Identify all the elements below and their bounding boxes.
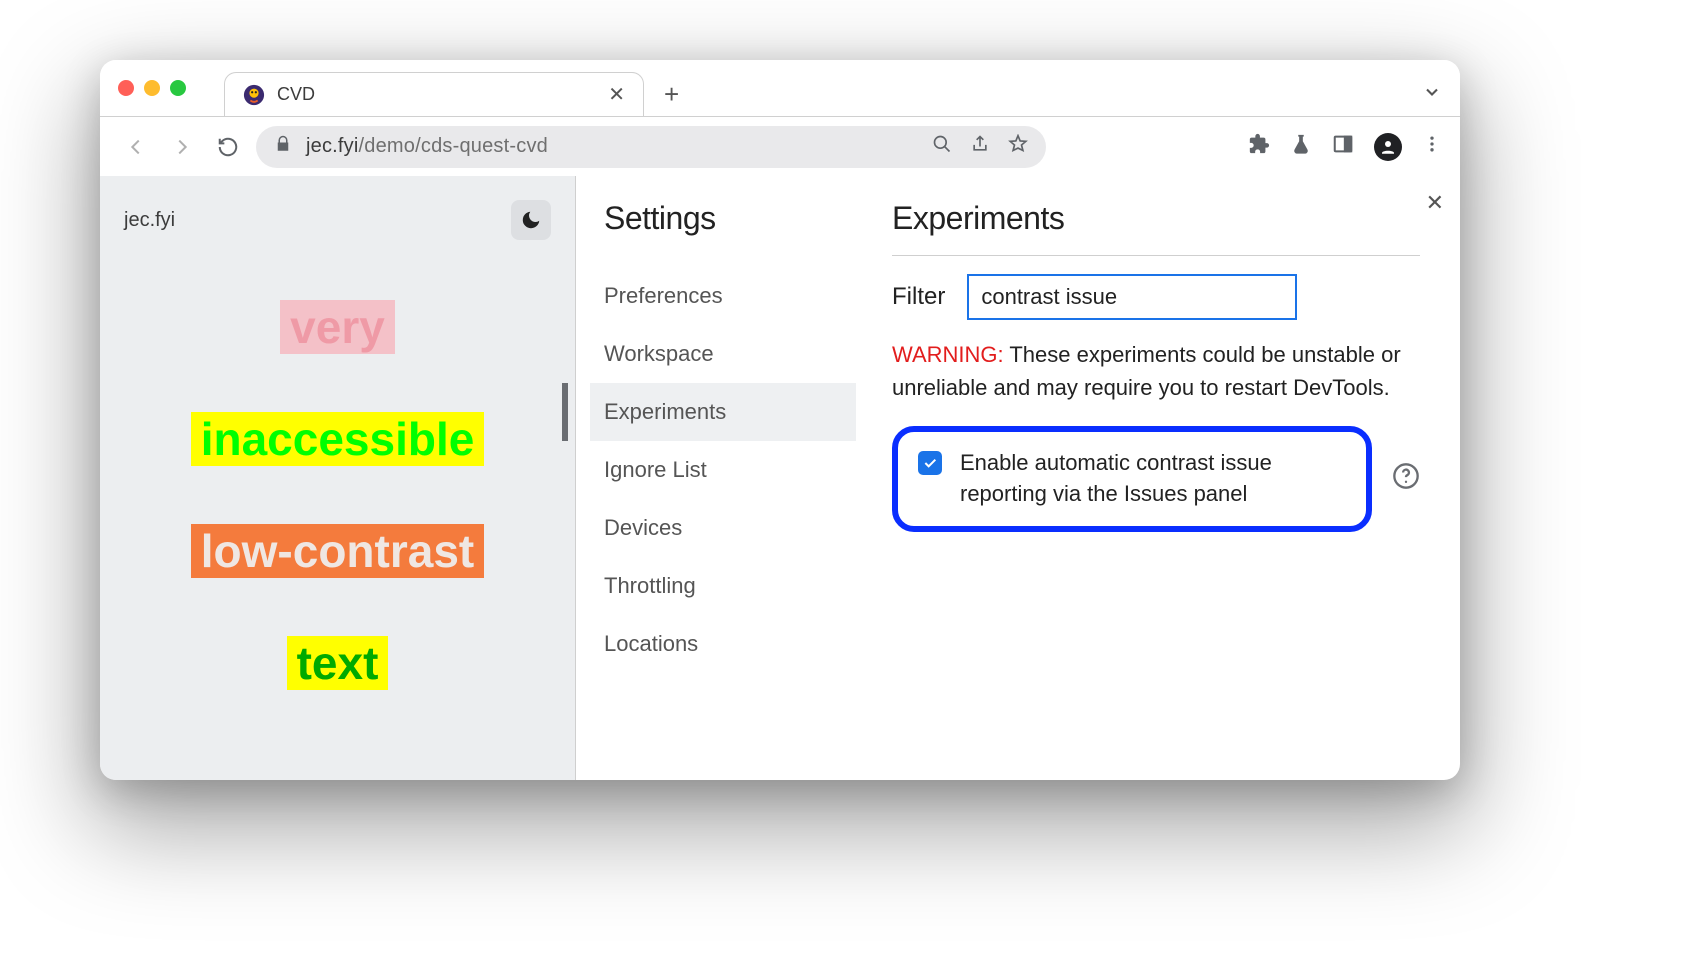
address-bar[interactable]: jec.fyi/demo/cds-quest-cvd <box>256 126 1046 168</box>
settings-title: Settings <box>604 200 856 237</box>
settings-nav-item[interactable]: Locations <box>604 615 856 673</box>
menu-icon[interactable] <box>1422 134 1442 159</box>
back-button[interactable] <box>118 129 154 165</box>
settings-nav-item[interactable]: Ignore List <box>604 441 856 499</box>
content-area: jec.fyi very inaccessible low-contrast t… <box>100 176 1460 780</box>
tab-favicon <box>243 84 265 106</box>
tab-title: CVD <box>277 84 592 105</box>
experiments-panel: Experiments Filter WARNING: These experi… <box>856 176 1460 780</box>
warning-text: WARNING: These experiments could be unst… <box>892 338 1420 404</box>
maximize-window-button[interactable] <box>170 80 186 96</box>
sidepanel-icon[interactable] <box>1332 133 1354 160</box>
tab-strip: CVD ✕ + <box>100 60 1460 116</box>
experiment-label: Enable automatic contrast issue reportin… <box>960 448 1346 510</box>
help-icon[interactable] <box>1392 462 1420 495</box>
demo-word: text <box>287 636 389 690</box>
settings-nav-item[interactable]: Workspace <box>604 325 856 383</box>
settings-nav-item[interactable]: Experiments <box>590 383 856 441</box>
demo-word: inaccessible <box>191 412 485 466</box>
window-controls <box>118 80 186 96</box>
settings-sidebar: Settings PreferencesWorkspaceExperiments… <box>576 176 856 780</box>
experiment-checkbox[interactable] <box>918 451 942 475</box>
profile-avatar[interactable] <box>1374 133 1402 161</box>
new-tab-button[interactable]: + <box>664 79 679 110</box>
moon-icon <box>520 209 542 231</box>
minimize-window-button[interactable] <box>144 80 160 96</box>
browser-tab[interactable]: CVD ✕ <box>224 72 644 116</box>
experiment-item-highlighted[interactable]: Enable automatic contrast issue reportin… <box>892 426 1372 532</box>
omnibox-actions <box>932 134 1028 159</box>
url-text: jec.fyi/demo/cds-quest-cvd <box>306 135 548 158</box>
close-window-button[interactable] <box>118 80 134 96</box>
devtools-settings-panel: ✕ Settings PreferencesWorkspaceExperimen… <box>576 176 1460 780</box>
settings-nav: PreferencesWorkspaceExperimentsIgnore Li… <box>604 267 856 673</box>
page-viewport: jec.fyi very inaccessible low-contrast t… <box>100 176 576 780</box>
zoom-icon[interactable] <box>932 134 952 159</box>
settings-nav-item[interactable]: Preferences <box>604 267 856 325</box>
site-title: jec.fyi <box>124 209 175 232</box>
tabs-dropdown-button[interactable] <box>1422 82 1442 107</box>
share-icon[interactable] <box>970 134 990 159</box>
theme-toggle-button[interactable] <box>511 200 551 240</box>
labs-icon[interactable] <box>1290 133 1312 160</box>
filter-row: Filter <box>892 274 1420 320</box>
toolbar-actions <box>1248 133 1442 161</box>
demo-word: low-contrast <box>191 524 484 578</box>
demo-word: very <box>280 300 395 354</box>
tab-close-button[interactable]: ✕ <box>604 82 629 107</box>
reload-button[interactable] <box>210 129 246 165</box>
bookmark-icon[interactable] <box>1008 134 1028 159</box>
extensions-icon[interactable] <box>1248 133 1270 160</box>
settings-nav-item[interactable]: Throttling <box>604 557 856 615</box>
check-icon <box>922 455 938 471</box>
settings-nav-item[interactable]: Devices <box>604 499 856 557</box>
demo-words: very inaccessible low-contrast text <box>124 300 551 690</box>
experiments-title: Experiments <box>892 200 1420 237</box>
lock-icon <box>274 135 292 158</box>
divider <box>892 255 1420 256</box>
browser-window: CVD ✕ + jec.fyi/demo/cds-quest-cvd <box>100 60 1460 780</box>
filter-input[interactable] <box>967 274 1297 320</box>
settings-close-button[interactable]: ✕ <box>1426 190 1444 216</box>
filter-label: Filter <box>892 283 945 311</box>
toolbar: jec.fyi/demo/cds-quest-cvd <box>100 116 1460 176</box>
forward-button[interactable] <box>164 129 200 165</box>
